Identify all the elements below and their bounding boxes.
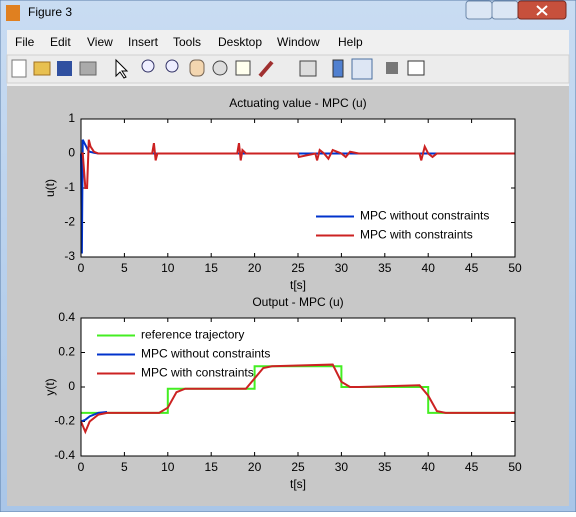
x-tick-label: 5 [121, 261, 128, 275]
y-tick-label: 0.4 [58, 310, 75, 324]
x-tick-label: 35 [378, 460, 392, 474]
y-tick-label: 0.2 [58, 345, 75, 359]
menu-item[interactable]: Window [277, 35, 320, 49]
menu-item[interactable]: Help [338, 35, 363, 49]
x-tick-label: 25 [291, 460, 305, 474]
chart-title: Actuating value - MPC (u) [229, 96, 366, 110]
legend-label: MPC with constraints [360, 228, 473, 242]
tool-colorbar[interactable] [332, 59, 344, 78]
chart-title: Output - MPC (u) [252, 295, 343, 309]
x-tick-label: 40 [422, 261, 436, 275]
legend-label: reference trajectory [141, 328, 244, 342]
maximize-button[interactable] [491, 0, 519, 20]
x-tick-label: 30 [335, 460, 349, 474]
tool-link[interactable] [299, 60, 317, 77]
tool-brush[interactable] [258, 60, 274, 78]
x-tick-label: 20 [248, 460, 262, 474]
x-tick-label: 35 [378, 261, 392, 275]
tool-save[interactable] [57, 61, 72, 76]
x-tick-label: 0 [78, 261, 85, 275]
x-axis-label: t[s] [290, 477, 306, 491]
x-tick-label: 25 [291, 261, 305, 275]
axes-box [80, 118, 516, 258]
y-tick-label: -0.2 [54, 414, 75, 428]
y-tick-label: -1 [64, 180, 75, 194]
tool-datacursor[interactable] [235, 60, 251, 76]
app-icon [6, 5, 20, 21]
series-line [80, 411, 108, 423]
axes-box [80, 317, 516, 457]
tool-zoom-out[interactable] [165, 59, 179, 73]
toolbar-bg [6, 54, 570, 84]
menu-item[interactable]: File [15, 35, 35, 49]
tool-zoom-in[interactable] [141, 59, 155, 73]
x-tick-label: 50 [508, 460, 522, 474]
x-tick-label: 10 [161, 460, 175, 474]
tool-hide[interactable] [386, 62, 398, 74]
legend-label: MPC with constraints [141, 366, 254, 380]
tool-show[interactable] [407, 60, 425, 76]
legend-label: MPC without constraints [360, 209, 489, 223]
tool-print[interactable] [79, 61, 97, 76]
x-axis-label: t[s] [290, 278, 306, 292]
tool-new[interactable] [11, 59, 27, 78]
y-axis-label: u(t) [43, 179, 57, 197]
menu-item[interactable]: View [87, 35, 113, 49]
tool-rotate[interactable] [212, 60, 228, 76]
x-tick-label: 10 [161, 261, 175, 275]
menu-item[interactable]: Desktop [218, 35, 262, 49]
legend-label: MPC without constraints [141, 347, 270, 361]
window-title: Figure 3 [28, 5, 72, 19]
y-tick-label: -0.4 [54, 448, 75, 462]
y-tick-label: 0 [68, 379, 75, 393]
y-axis-label: y(t) [43, 378, 57, 395]
x-tick-label: 45 [465, 261, 479, 275]
y-tick-label: 0 [68, 146, 75, 160]
x-tick-label: 40 [422, 460, 436, 474]
plot-area [81, 119, 515, 257]
series-line [81, 139, 515, 189]
series-line [80, 363, 515, 435]
x-tick-label: 50 [508, 261, 522, 275]
x-tick-label: 5 [121, 460, 128, 474]
menu-item[interactable]: Tools [173, 35, 201, 49]
close-icon [536, 5, 548, 16]
x-tick-label: 30 [335, 261, 349, 275]
tool-open[interactable] [33, 61, 51, 76]
x-tick-label: 20 [248, 261, 262, 275]
x-tick-label: 45 [465, 460, 479, 474]
tool-select[interactable] [115, 58, 129, 79]
plot-area [81, 318, 515, 456]
menu-item[interactable]: Edit [50, 35, 71, 49]
minimize-button[interactable] [465, 0, 493, 20]
menu-item[interactable]: Insert [128, 35, 159, 49]
tool-legend[interactable] [351, 58, 373, 80]
x-tick-label: 15 [205, 261, 219, 275]
menu-bar: File Edit View Insert Tools Desktop Window Help [15, 35, 363, 49]
y-tick-label: -2 [64, 215, 75, 229]
tool-pan[interactable] [189, 59, 205, 77]
y-tick-label: -3 [64, 249, 75, 263]
toolbar [6, 54, 570, 84]
y-tick-label: 1 [68, 111, 75, 125]
x-tick-label: 15 [205, 460, 219, 474]
x-tick-label: 0 [78, 460, 85, 474]
